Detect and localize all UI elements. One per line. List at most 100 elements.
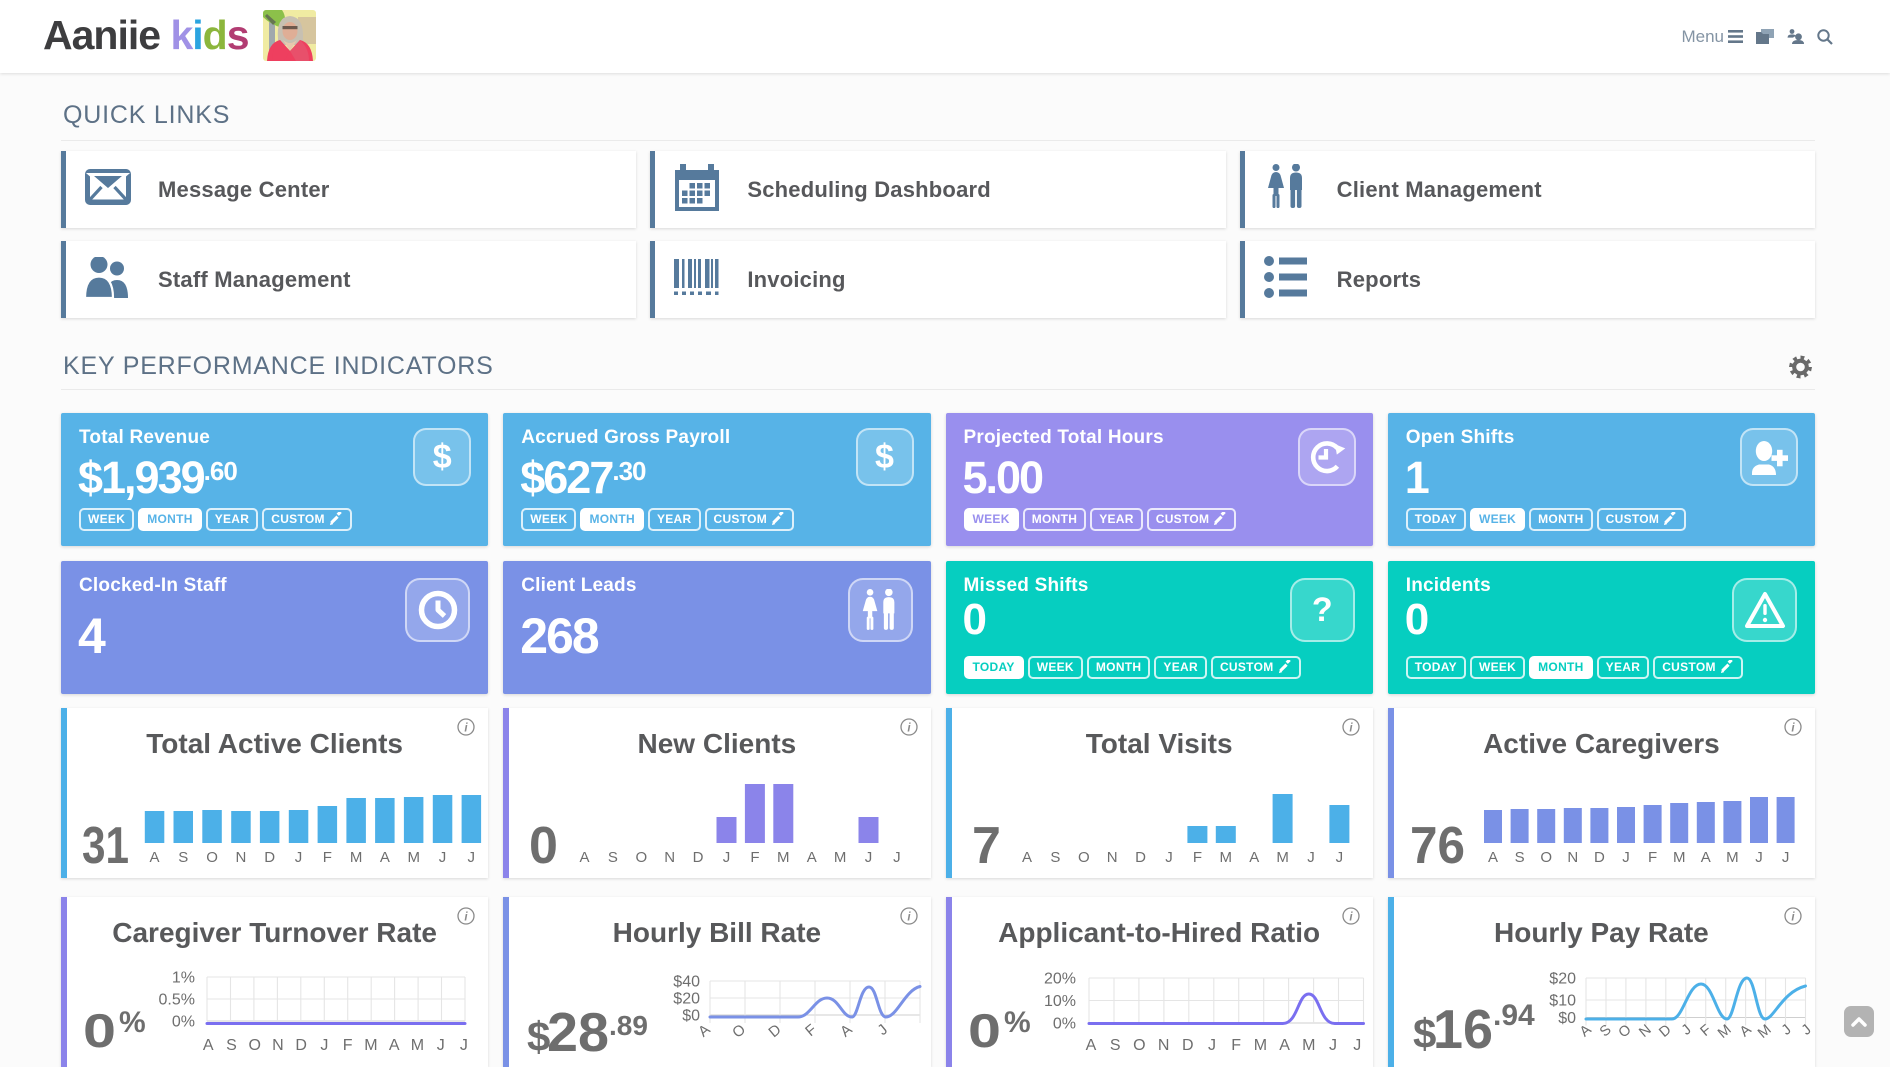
svg-text:S: S [178,849,188,866]
svg-text:N: N [665,849,676,866]
svg-text:O: O [1615,1022,1634,1042]
svg-text:i: i [1791,912,1795,924]
svg-text:J: J [723,849,731,866]
svg-text:S: S [1514,849,1524,866]
svg-text:28: 28 [547,1001,609,1063]
svg-text:N: N [1636,1022,1654,1041]
svg-text:i: i [465,723,469,735]
svg-text:M: M [1673,849,1686,866]
svg-text:A: A [1021,849,1031,866]
svg-text:J: J [1329,1037,1337,1054]
svg-text:F: F [1648,849,1657,866]
svg-text:J: J [1678,1022,1694,1039]
svg-text:$10: $10 [1549,993,1576,1010]
svg-text:D: D [295,1037,307,1054]
svg-text:i: i [1791,723,1795,735]
svg-text:%: % [1004,1006,1031,1039]
svg-text:O: O [1077,849,1089,866]
svg-text:N: N [1157,1037,1169,1054]
svg-text:N: N [272,1037,284,1054]
svg-text:0: 0 [968,1004,1001,1057]
svg-text:A: A [1085,1037,1096,1054]
svg-text:10%: 10% [1043,993,1075,1010]
svg-text:$0: $0 [682,1008,700,1025]
svg-text:M: M [407,849,420,866]
svg-text:0%: 0% [172,1014,195,1031]
svg-text:J: J [893,849,901,866]
svg-text:M: M [834,849,847,866]
svg-text:%: % [119,1006,146,1039]
svg-text:A: A [580,849,590,866]
svg-text:J: J [437,1037,445,1054]
svg-text:i: i [907,723,911,735]
svg-text:0%: 0% [1052,1016,1075,1033]
svg-text:D: D [264,849,275,866]
svg-text:A: A [1701,849,1711,866]
svg-text:J: J [1165,849,1173,866]
svg-text:.94: .94 [1493,999,1535,1032]
svg-text:$20: $20 [1549,971,1576,988]
svg-text:A: A [837,1021,856,1040]
svg-text:0: 0 [83,1004,116,1057]
svg-text:F: F [1697,1022,1714,1040]
svg-text:A: A [203,1037,214,1054]
svg-text:i: i [1349,723,1353,735]
svg-text:N: N [1106,849,1117,866]
svg-text:M: M [1726,849,1739,866]
svg-text:M: M [1302,1037,1315,1054]
svg-text:D: D [693,849,704,866]
svg-text:J: J [1208,1037,1216,1054]
svg-text:A: A [1488,849,1498,866]
svg-text:A: A [807,849,817,866]
svg-text:A: A [1249,849,1259,866]
svg-text:J: J [1335,849,1343,866]
svg-text:J: J [1782,849,1790,866]
svg-text:J: J [295,849,303,866]
svg-text:F: F [751,849,760,866]
svg-text:D: D [1135,849,1146,866]
svg-text:76: 76 [1410,817,1465,875]
svg-text:M: M [364,1037,377,1054]
svg-text:M: M [1276,849,1289,866]
svg-text:M: M [1253,1037,1266,1054]
svg-text:20%: 20% [1043,971,1075,988]
svg-text:N: N [235,849,246,866]
svg-text:M: M [1715,1022,1735,1042]
svg-text:A: A [695,1021,714,1040]
svg-text:O: O [248,1037,260,1054]
svg-text:i: i [1349,912,1353,924]
svg-text:F: F [343,1037,353,1054]
svg-text:7: 7 [972,817,1001,875]
svg-text:F: F [1192,849,1201,866]
svg-text:.89: .89 [609,1010,648,1041]
svg-text:A: A [1279,1037,1290,1054]
svg-text:M: M [1219,849,1232,866]
svg-text:J: J [1307,849,1315,866]
svg-text:0.5%: 0.5% [159,992,195,1009]
svg-text:J: J [320,1037,328,1054]
svg-text:J: J [460,1037,468,1054]
svg-text:J: J [1798,1022,1814,1039]
svg-text:F: F [323,849,332,866]
svg-text:A: A [1577,1022,1595,1041]
svg-text:A: A [1737,1022,1755,1041]
svg-text:D: D [1182,1037,1194,1054]
svg-text:A: A [389,1037,400,1054]
svg-text:S: S [226,1037,237,1054]
svg-text:F: F [802,1021,820,1040]
svg-text:A: A [149,849,159,866]
svg-text:0: 0 [529,817,558,875]
svg-text:F: F [1231,1037,1241,1054]
svg-text:O: O [729,1021,749,1042]
svg-text:N: N [1567,849,1578,866]
svg-text:$40: $40 [674,974,701,991]
svg-text:J: J [875,1021,892,1039]
svg-text:D: D [1656,1022,1674,1041]
svg-text:D: D [1594,849,1605,866]
svg-text:$0: $0 [1558,1010,1576,1027]
svg-text:O: O [1133,1037,1145,1054]
svg-text:M: M [350,849,363,866]
svg-text:1%: 1% [172,970,195,987]
svg-text:M: M [1755,1022,1775,1042]
svg-text:M: M [411,1037,424,1054]
